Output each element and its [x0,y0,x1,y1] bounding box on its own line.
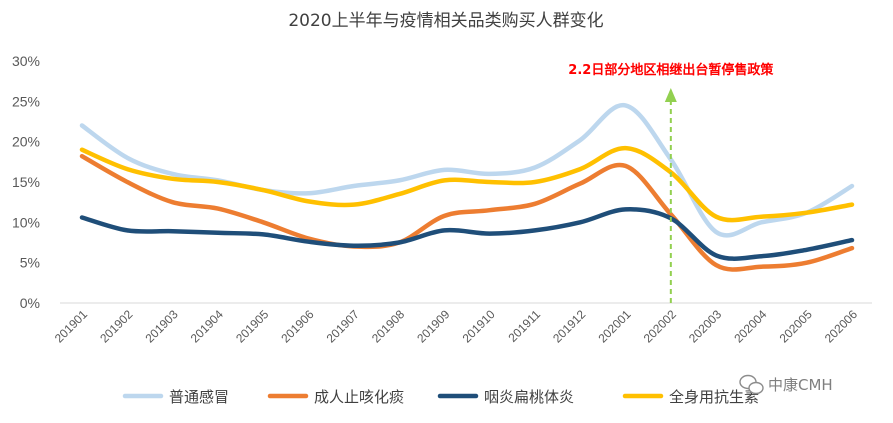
x-axis: 201901 201902 201903 201904 201905 201906 2019… [52,302,872,345]
x-tick-label: 201906 [278,307,316,345]
x-tick-label: 201911 [505,307,543,345]
legend: 普通感冒 成人止咳化痰 咽炎扁桃体炎 全身用抗生素 [122,388,759,406]
y-tick-label: 30% [12,53,40,69]
series-line-4 [79,145,855,223]
annotation-arrow-head [664,88,677,102]
y-axis: 0% 5% 10% 15% 20% 25% 30% [12,53,40,311]
series-lines [79,103,855,272]
watermark-text: 中康CMH [768,376,833,394]
series-line-3 [79,207,855,261]
x-tick-label: 202005 [777,307,815,345]
x-tick-label: 201905 [233,307,271,345]
x-tick-label: 201907 [324,307,362,345]
x-tick-label: 201903 [142,307,180,345]
x-tick-label: 202004 [731,307,769,345]
legend-label-2: 成人止咳化痰 [314,388,404,406]
legend-label-3: 咽炎扁桃体炎 [484,388,574,406]
x-tick-label: 201910 [460,307,498,345]
wechat-icon [739,374,764,395]
legend-label-1: 普通感冒 [169,388,229,406]
chart-title: 2020上半年与疫情相关品类购买人群变化 [288,11,603,31]
y-tick-label: 15% [12,174,40,190]
x-tick-label: 202006 [822,307,860,345]
y-tick-label: 20% [12,134,40,150]
x-tick-label: 202003 [686,307,724,345]
x-tick-label: 201904 [188,307,226,345]
legend-label-4: 全身用抗生素 [669,388,759,406]
x-tick-label: 201909 [414,307,452,345]
series-line-1 [79,103,855,238]
annotation-text: 2.2日部分地区相继出台暂停售政策 [568,62,774,78]
y-tick-label: 25% [12,93,40,109]
y-tick-label: 5% [20,255,40,271]
series-line-2 [79,153,855,272]
policy-annotation: 2.2日部分地区相继出台暂停售政策 [568,62,774,303]
watermark: 中康CMH [739,374,833,395]
x-tick-label: 201912 [550,307,588,345]
x-tick-label: 201901 [52,307,90,345]
x-tick-label: 202002 [641,307,679,345]
x-tick-label: 201908 [369,307,407,345]
x-tick-label: 201902 [97,307,135,345]
y-tick-label: 0% [20,295,40,311]
x-tick-label: 202001 [595,307,633,345]
y-tick-label: 10% [12,214,40,230]
